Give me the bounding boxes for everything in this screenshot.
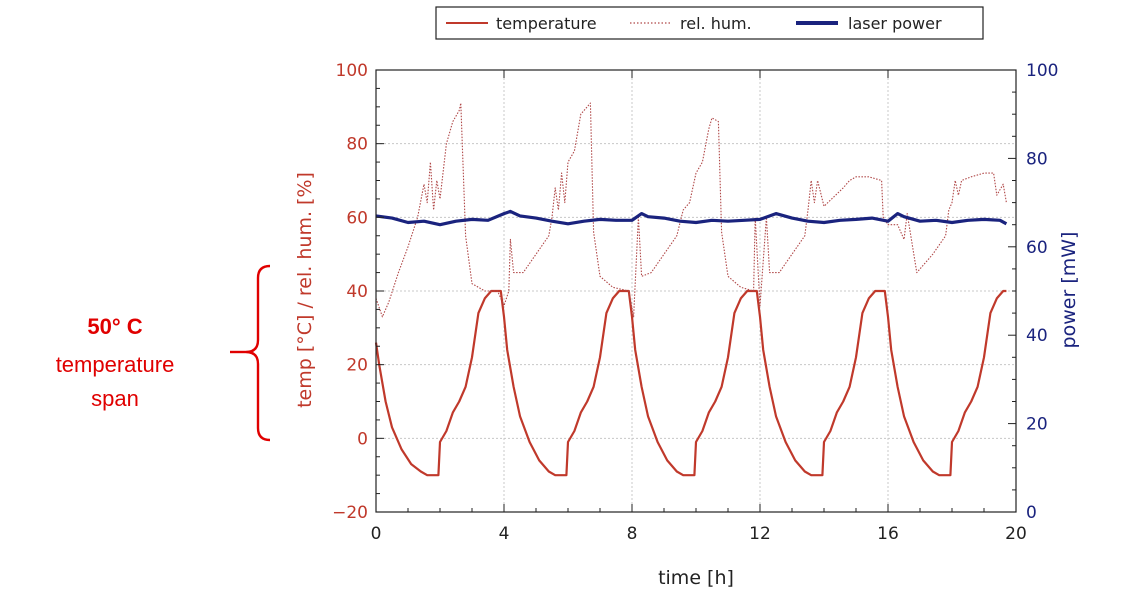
x-tick-label: 16 [877,524,899,544]
temperature-span-annotation: 50° C temperature span [56,264,271,442]
x-axis-title: time [h] [658,567,734,589]
legend-label-temperature: temperature [496,14,597,33]
y-axis-left-title: temp [°C] / rel. hum. [%] [294,172,316,408]
y-right-tick-label: 60 [1026,238,1048,258]
annotation-line-2: span [91,386,139,411]
series-rel-hum [375,102,1007,318]
series-temperature [374,289,1007,477]
y-axis-right-title: power [mW] [1058,232,1080,349]
span-bracket [245,264,271,442]
annotation-line-1: temperature [56,352,175,377]
y-right-tick-label: 40 [1026,326,1048,346]
y-left-tick-label: 60 [346,208,368,228]
y-left-tick-label: 80 [346,135,368,155]
series-laser-power [375,209,1008,227]
legend-box [435,6,984,40]
x-tick-label: 0 [371,524,382,544]
series-group [374,102,1008,477]
y-right-tick-label: 80 [1026,149,1048,169]
y-left-tick-label: 40 [346,282,368,302]
y-left-tick-label: 20 [346,356,368,376]
y-right-tick-label: 100 [1026,61,1058,81]
x-tick-label: 4 [499,524,510,544]
y-left-tick-label: 100 [336,61,368,81]
annotation-title: 50° C [87,314,142,339]
y-left-tick-label: −20 [332,503,368,523]
y-right-tick-label: 0 [1026,503,1037,523]
legend: temperature rel. hum. laser power [435,6,984,40]
y-right-tick-label: 20 [1026,415,1048,435]
legend-label-humidity: rel. hum. [680,14,752,33]
y-left-tick-label: 0 [357,429,368,449]
legend-label-power: laser power [848,14,942,33]
x-tick-label: 20 [1005,524,1027,544]
x-tick-label: 8 [627,524,638,544]
x-tick-label: 12 [749,524,771,544]
